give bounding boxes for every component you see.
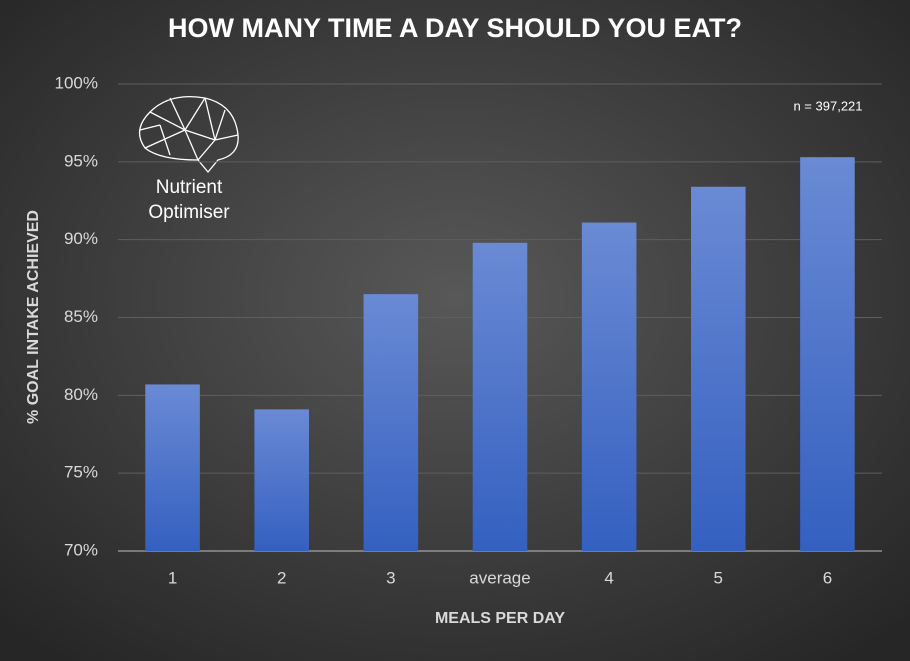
x-tick-label: 4 xyxy=(604,568,613,587)
y-tick-label: 85% xyxy=(64,307,98,326)
bar xyxy=(254,409,309,551)
y-axis-title: % GOAL INTAKE ACHIEVED xyxy=(25,210,42,424)
bar xyxy=(581,222,637,551)
logo-icon xyxy=(138,95,239,174)
y-tick-label: 70% xyxy=(64,540,98,559)
x-tick-label: 3 xyxy=(386,568,395,587)
bar xyxy=(472,242,528,551)
logo-text: Optimiser xyxy=(148,202,230,223)
x-tick-label: 5 xyxy=(714,568,723,587)
chart-title: HOW MANY TIME A DAY SHOULD YOU EAT? xyxy=(168,13,742,43)
bar xyxy=(363,294,419,551)
x-tick-label: average xyxy=(469,568,530,587)
y-tick-label: 100% xyxy=(55,73,98,92)
y-tick-label: 75% xyxy=(64,463,98,482)
annotation: n = 397,221 xyxy=(793,98,862,113)
bar xyxy=(691,186,746,552)
x-tick-label: 2 xyxy=(277,568,286,587)
y-tick-label: 90% xyxy=(64,229,98,248)
y-tick-label: 95% xyxy=(64,151,98,170)
x-tick-label: 6 xyxy=(823,568,832,587)
logo-text: Nutrient xyxy=(156,177,223,198)
bar xyxy=(800,157,855,551)
bar xyxy=(145,384,200,551)
y-tick-label: 80% xyxy=(64,385,98,404)
x-tick-label: 1 xyxy=(168,568,177,587)
x-axis-title: MEALS PER DAY xyxy=(435,610,565,627)
